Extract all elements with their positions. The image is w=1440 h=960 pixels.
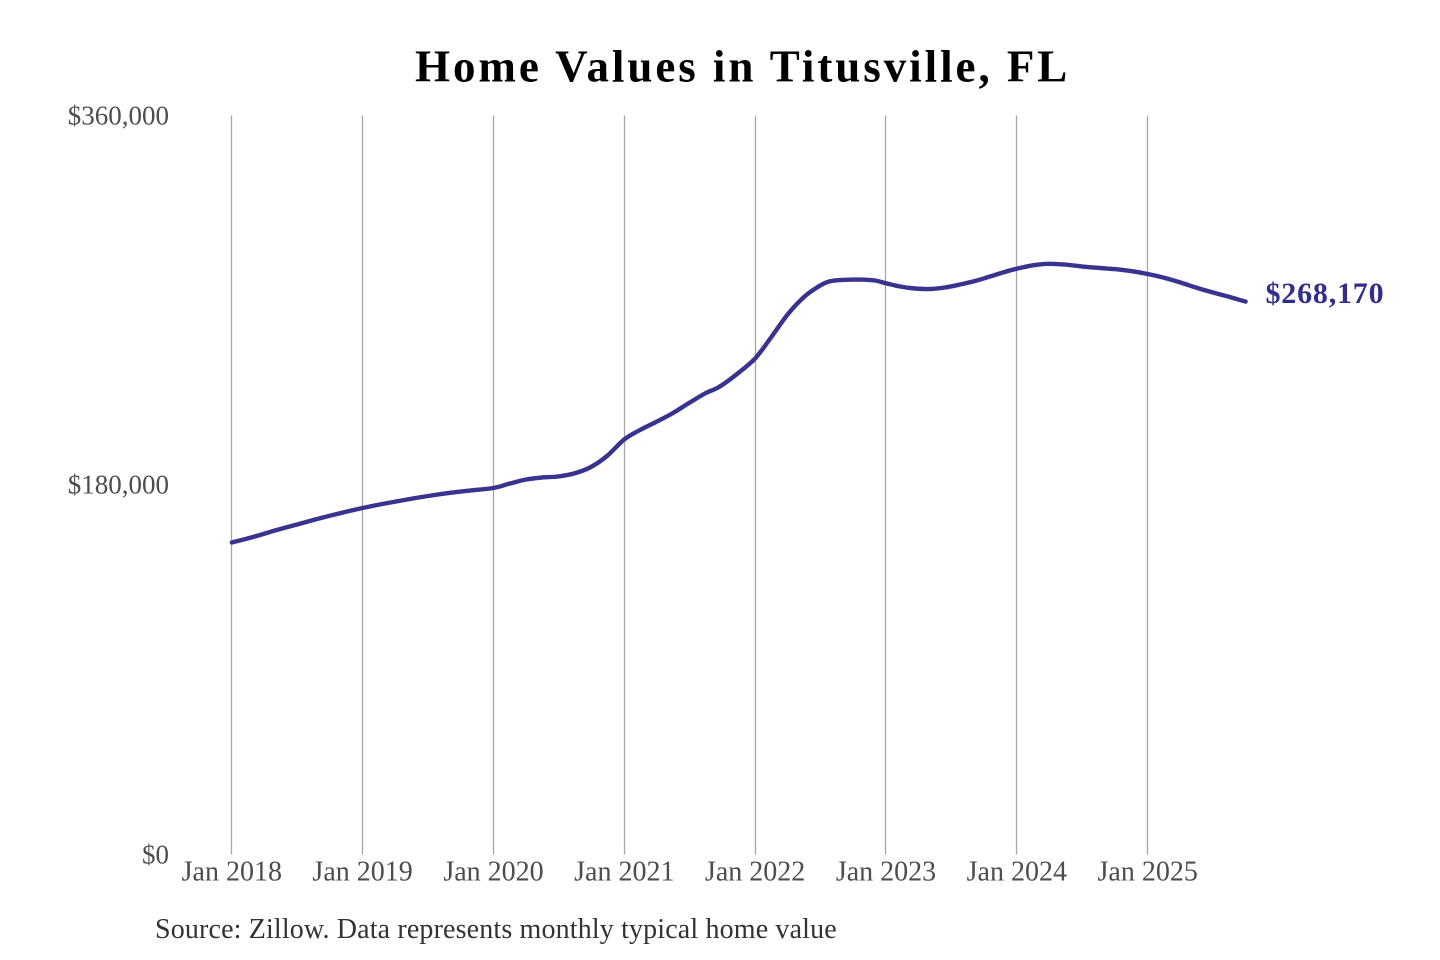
svg-text:Jan 2022: Jan 2022 <box>705 857 805 888</box>
svg-text:Source: Zillow. Data represent: Source: Zillow. Data represents monthly … <box>155 914 837 945</box>
svg-text:$360,000: $360,000 <box>68 101 169 131</box>
svg-text:Home Values in Titusville, FL: Home Values in Titusville, FL <box>415 42 1070 92</box>
svg-text:$0: $0 <box>142 840 169 870</box>
svg-text:Jan 2023: Jan 2023 <box>836 857 936 888</box>
svg-text:$180,000: $180,000 <box>68 470 169 500</box>
svg-text:Jan 2025: Jan 2025 <box>1098 857 1198 888</box>
svg-text:Jan 2018: Jan 2018 <box>182 857 282 888</box>
svg-text:Jan 2019: Jan 2019 <box>312 857 412 888</box>
svg-text:Jan 2024: Jan 2024 <box>967 857 1067 888</box>
svg-text:Jan 2021: Jan 2021 <box>574 857 674 888</box>
svg-text:Jan 2020: Jan 2020 <box>443 857 543 888</box>
svg-text:$268,170: $268,170 <box>1266 277 1385 310</box>
